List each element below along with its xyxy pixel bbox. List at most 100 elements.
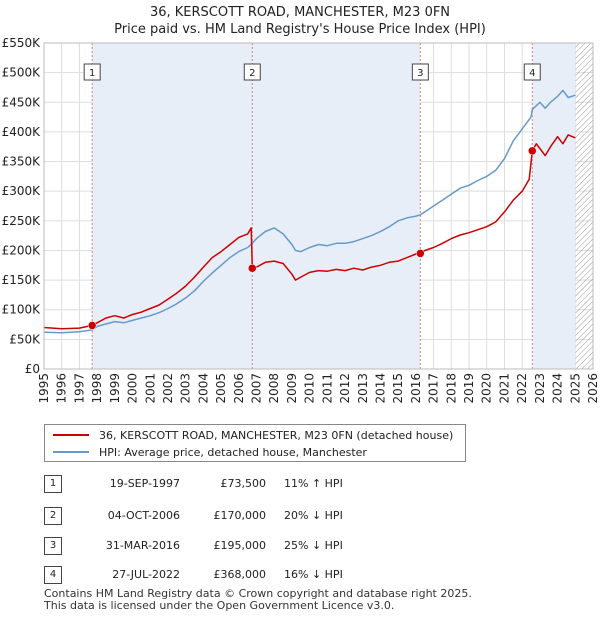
transaction-price: £368,000 (213, 568, 267, 581)
x-tick-label: 2000 (126, 373, 140, 404)
sale-point (416, 249, 425, 258)
footer-line-licence: This data is licensed under the Open Gov… (44, 599, 395, 612)
x-tick-label: 2014 (373, 373, 387, 404)
transaction-price: £73,500 (220, 477, 267, 490)
x-tick-label: 2023 (533, 373, 547, 404)
x-tick-label: 2003 (179, 373, 193, 404)
x-tick-label: 2007 (250, 373, 264, 404)
legend-label-property: 36, KERSCOTT ROAD, MANCHESTER, M23 0FN (… (99, 428, 454, 442)
price-chart: £0 £50K £100K £150K £200K £250K £300K £350K £400… (2, 36, 600, 404)
legend-item-property: 36, KERSCOTT ROAD, MANCHESTER, M23 0FN (… (53, 427, 453, 443)
ownership-shade (92, 43, 253, 369)
transaction-hpi: 16% ↓ HPI (284, 568, 343, 581)
transaction-date: 04-OCT-2006 (107, 509, 180, 522)
transaction-number: 3 (44, 537, 62, 555)
x-tick-label: 2013 (356, 373, 370, 404)
transaction-hpi: 11% ↑ HPI (284, 477, 343, 490)
x-tick-label: 2019 (462, 373, 476, 404)
transaction-hpi: 25% ↓ HPI (284, 539, 343, 552)
hpi-line (43, 89, 576, 334)
transaction-number: 4 (44, 566, 62, 584)
table-row: 4 27-JUL-2022 £368,000 16% ↓ HPI (44, 566, 464, 584)
transaction-hpi: 20% ↓ HPI (284, 509, 343, 522)
legend-item-hpi: HPI: Average price, detached house, Manc… (53, 444, 367, 460)
transaction-number: 2 (44, 507, 62, 525)
x-tick-label: 2015 (391, 373, 405, 404)
x-tick-label: 2018 (444, 373, 458, 404)
legend-swatch-property (53, 434, 89, 436)
sale-number-box (411, 63, 429, 81)
chart-title: 36, KERSCOTT ROAD, MANCHESTER, M23 0FN (149, 5, 451, 20)
x-tick-label: 2016 (409, 373, 423, 404)
y-tick-label: £0 (25, 362, 40, 376)
x-tick-label: 2022 (515, 373, 529, 404)
transaction-date: 27-JUL-2022 (112, 568, 180, 581)
x-tick-label: 2008 (267, 373, 281, 404)
ownership-shade (252, 43, 421, 369)
y-tick-label: £100K (2, 303, 42, 317)
sale-markers: 1 2 3 4 (83, 63, 541, 330)
sale-number-label: 3 (417, 68, 423, 79)
y-tick-label: £350K (2, 155, 42, 169)
shading (92, 43, 593, 369)
x-tick-label: 2012 (338, 373, 352, 404)
y-tick-label: £200K (2, 243, 42, 257)
x-tick-label: 2004 (196, 373, 210, 404)
sale-number-label: 4 (529, 68, 535, 79)
sale-number-box (83, 63, 101, 81)
x-tick-label: 2024 (551, 373, 565, 404)
x-tick-label: 2001 (143, 373, 157, 404)
sale-number-label: 2 (249, 68, 255, 79)
transaction-date: 31-MAR-2016 (105, 539, 180, 552)
ownership-shade (532, 43, 576, 369)
x-tick-label: 2005 (214, 373, 228, 404)
chart-subtitle: Price paid vs. HM Land Registry's House … (114, 22, 486, 37)
axes: £0 £50K £100K £150K £200K £250K £300K £350K £400… (2, 36, 600, 404)
sale-point (248, 263, 257, 273)
x-tick-label: 2025 (568, 373, 582, 404)
x-tick-label: 1997 (72, 373, 86, 404)
sale-number-box (243, 63, 261, 81)
series (43, 89, 576, 334)
transaction-price: £195,000 (213, 539, 267, 552)
y-tick-label: £400K (2, 125, 42, 139)
sale-number-box (523, 63, 541, 81)
x-tick-label: 2006 (232, 373, 246, 404)
sale-point (87, 321, 97, 330)
y-tick-label: £50K (9, 332, 41, 346)
transaction-price: £170,000 (213, 509, 267, 522)
x-tick-label: 2021 (497, 373, 511, 404)
chart-title-block: 36, KERSCOTT ROAD, MANCHESTER, M23 0FN P… (0, 4, 600, 38)
legend: 36, KERSCOTT ROAD, MANCHESTER, M23 0FN (… (44, 424, 466, 462)
x-tick-label: 2009 (285, 373, 299, 404)
x-tick-label: 1995 (37, 373, 51, 404)
x-tick-label: 2020 (480, 373, 494, 404)
y-tick-label: £250K (2, 214, 42, 228)
transaction-date: 19-SEP-1997 (109, 477, 180, 490)
footer: Contains HM Land Registry data © Crown c… (44, 588, 472, 612)
plot-frame (43, 42, 594, 370)
x-tick-label: 1999 (108, 373, 122, 404)
property-price-line (43, 134, 576, 330)
table-row: 2 04-OCT-2006 £170,000 20% ↓ HPI (44, 507, 464, 525)
x-tick-label: 2017 (427, 373, 441, 404)
forecast-hatch (575, 43, 593, 369)
x-tick-label: 2011 (320, 373, 334, 404)
transaction-number: 1 (44, 475, 62, 493)
table-row: 3 31-MAR-2016 £195,000 25% ↓ HPI (44, 537, 464, 555)
x-tick-label: 2010 (303, 373, 317, 404)
x-tick-label: 1998 (90, 373, 104, 404)
y-tick-label: £450K (2, 95, 42, 109)
y-tick-label: £300K (2, 184, 42, 198)
y-tick-label: £500K (2, 66, 42, 80)
y-tick-label: £150K (2, 273, 42, 287)
footer-line-copyright: Contains HM Land Registry data © Crown c… (44, 587, 472, 600)
sale-point (528, 146, 537, 156)
sale-number-label: 1 (89, 68, 95, 79)
x-tick-label: 2002 (161, 373, 175, 404)
x-tick-label: 1996 (55, 373, 69, 404)
table-row: 1 19-SEP-1997 £73,500 11% ↑ HPI (44, 475, 464, 493)
x-tick-label: 2026 (586, 373, 600, 404)
legend-swatch-hpi (53, 451, 89, 453)
y-tick-label: £550K (2, 36, 42, 50)
